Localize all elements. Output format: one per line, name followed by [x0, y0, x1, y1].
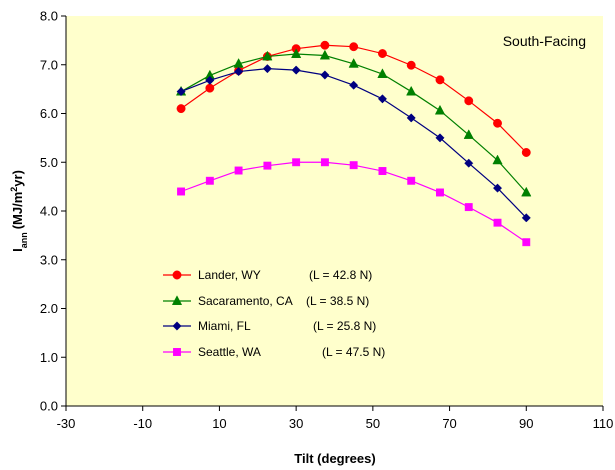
x-tick-label: 70: [442, 416, 456, 431]
legend-item: Seattle, WA (L = 47.5 N): [163, 345, 385, 359]
data-point: [177, 187, 186, 196]
data-point: [406, 85, 417, 96]
data-point: [521, 148, 531, 157]
legend-item: Lander, WY (L = 42.8 N): [163, 268, 372, 282]
data-point: [205, 75, 215, 85]
legend-latitude: (L = 25.8 N): [313, 319, 376, 333]
y-tick-label: 0.0: [40, 399, 58, 414]
legend-item: Miami, FL (L = 25.8 N): [163, 319, 376, 333]
data-point: [291, 65, 301, 75]
y-tick-label: 5.0: [40, 155, 58, 170]
data-point: [493, 218, 502, 227]
y-axis-title-main: I: [10, 248, 25, 252]
y-tick-label: 6.0: [40, 106, 58, 121]
series-layer: [175, 40, 532, 247]
x-tick-label: 90: [519, 416, 533, 431]
data-point: [262, 64, 272, 74]
x-tick-label: -10: [133, 416, 152, 431]
data-point: [234, 67, 244, 77]
y-tick-label: 4.0: [40, 204, 58, 219]
y-axis-title-unit-prefix: (MJ/m: [10, 192, 25, 230]
y-axis-title-superscript: 2: [9, 187, 19, 192]
x-tick-label: 10: [212, 416, 226, 431]
legend: Lander, WY (L = 42.8 N) Sacaramento, CA (L …: [163, 268, 385, 359]
data-point: [463, 129, 474, 139]
legend-label: Lander, WY: [198, 268, 261, 282]
data-point: [406, 113, 416, 123]
data-point: [378, 167, 387, 175]
data-point: [493, 118, 502, 128]
data-point: [377, 68, 388, 78]
data-point: [320, 40, 330, 50]
data-point: [406, 60, 416, 70]
y-tick-label: 2.0: [40, 301, 58, 316]
y-axis-title-subscript: ann: [19, 232, 29, 248]
plot-area: [66, 16, 603, 406]
legend-label: Sacaramento, CA: [198, 294, 293, 308]
legend-label: Miami, FL: [198, 319, 251, 333]
data-point: [434, 104, 446, 115]
data-point: [205, 176, 214, 185]
data-point: [349, 161, 358, 170]
series-miami-fl: [176, 64, 531, 223]
data-point: [292, 158, 301, 167]
data-point: [377, 94, 387, 104]
y-tick-label: 8.0: [40, 9, 58, 24]
data-point: [205, 83, 215, 93]
data-point: [234, 166, 243, 175]
data-point: [349, 42, 359, 52]
legend-marker: [171, 295, 183, 305]
data-point: [522, 238, 531, 247]
legend-label: Seattle, WA: [198, 345, 261, 359]
legend-latitude: (L = 47.5 N): [322, 345, 385, 359]
data-point: [320, 158, 329, 167]
data-point: [176, 87, 186, 97]
legend-item: Sacaramento, CA (L = 38.5 N): [163, 294, 369, 308]
y-axis-title-unit-suffix: yr): [10, 170, 25, 187]
data-point: [492, 154, 503, 165]
x-tick-label: 30: [289, 416, 303, 431]
ticks-layer: -30 -10 10 30 50 70 90 110 0.0 1.0 2.0 3.0 4.0 5.0 6.0…: [40, 9, 613, 432]
data-point: [263, 161, 272, 170]
data-point: [319, 49, 331, 60]
data-point: [464, 158, 474, 168]
data-point: [435, 75, 445, 85]
data-point: [176, 104, 186, 114]
legend-marker: [172, 270, 182, 280]
data-point: [348, 58, 359, 68]
series-seattle-wa: [177, 158, 531, 247]
data-point: [262, 50, 273, 61]
data-point: [435, 133, 445, 143]
data-point: [349, 80, 359, 90]
y-tick-label: 7.0: [40, 57, 58, 72]
data-point: [436, 188, 444, 197]
x-tick-label: -30: [57, 416, 76, 431]
legend-latitude: (L = 38.5 N): [306, 294, 369, 308]
data-point: [464, 96, 474, 106]
data-point: [492, 183, 503, 193]
data-point: [407, 176, 416, 185]
legend-marker: [173, 348, 181, 356]
data-point: [377, 49, 387, 58]
data-point: [464, 203, 473, 212]
x-axis-title: Tilt (degrees): [294, 451, 375, 466]
annotation-label: South-Facing: [503, 33, 586, 49]
x-tick-label: 110: [593, 416, 614, 431]
y-tick-label: 3.0: [40, 252, 58, 267]
data-point: [521, 213, 531, 223]
data-point: [320, 70, 330, 80]
data-point: [291, 48, 302, 58]
x-tick-label: 50: [366, 416, 380, 431]
y-tick-label: 1.0: [40, 350, 58, 365]
y-axis-title: Iann (MJ/m2yr): [9, 170, 29, 252]
data-point: [521, 186, 532, 197]
legend-marker: [172, 321, 182, 331]
legend-latitude: (L = 42.8 N): [309, 268, 372, 282]
